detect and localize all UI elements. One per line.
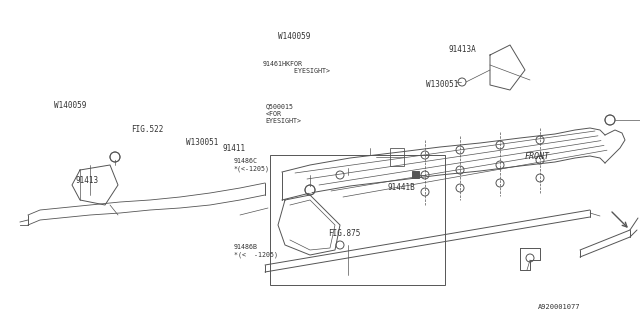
Text: 91411: 91411 <box>222 144 245 153</box>
Text: FIG.875: FIG.875 <box>328 229 360 238</box>
Text: 91486B
*(<  -1205): 91486B *(< -1205) <box>234 244 278 258</box>
Text: W140059: W140059 <box>54 101 87 110</box>
Text: 91413A: 91413A <box>448 45 476 54</box>
Text: A920001077: A920001077 <box>538 304 580 310</box>
Text: 91441B: 91441B <box>387 183 415 192</box>
Text: W130051: W130051 <box>426 80 458 89</box>
Text: FRONT: FRONT <box>525 152 550 161</box>
Text: W130051: W130051 <box>186 138 218 147</box>
Text: FIG.522: FIG.522 <box>131 125 164 134</box>
Circle shape <box>607 117 613 123</box>
Text: Q500015
<FOR
EYESIGHT>: Q500015 <FOR EYESIGHT> <box>266 104 301 124</box>
Bar <box>412 171 419 178</box>
Circle shape <box>113 155 118 159</box>
Circle shape <box>307 188 312 193</box>
Bar <box>390 148 404 166</box>
Text: W140059: W140059 <box>278 32 311 41</box>
Bar <box>270 155 445 285</box>
Text: 91413: 91413 <box>76 176 99 185</box>
Text: 91461HKFOR
        EYESIGHT>: 91461HKFOR EYESIGHT> <box>262 61 330 74</box>
Text: 91486C
*(<-1205): 91486C *(<-1205) <box>234 158 269 172</box>
